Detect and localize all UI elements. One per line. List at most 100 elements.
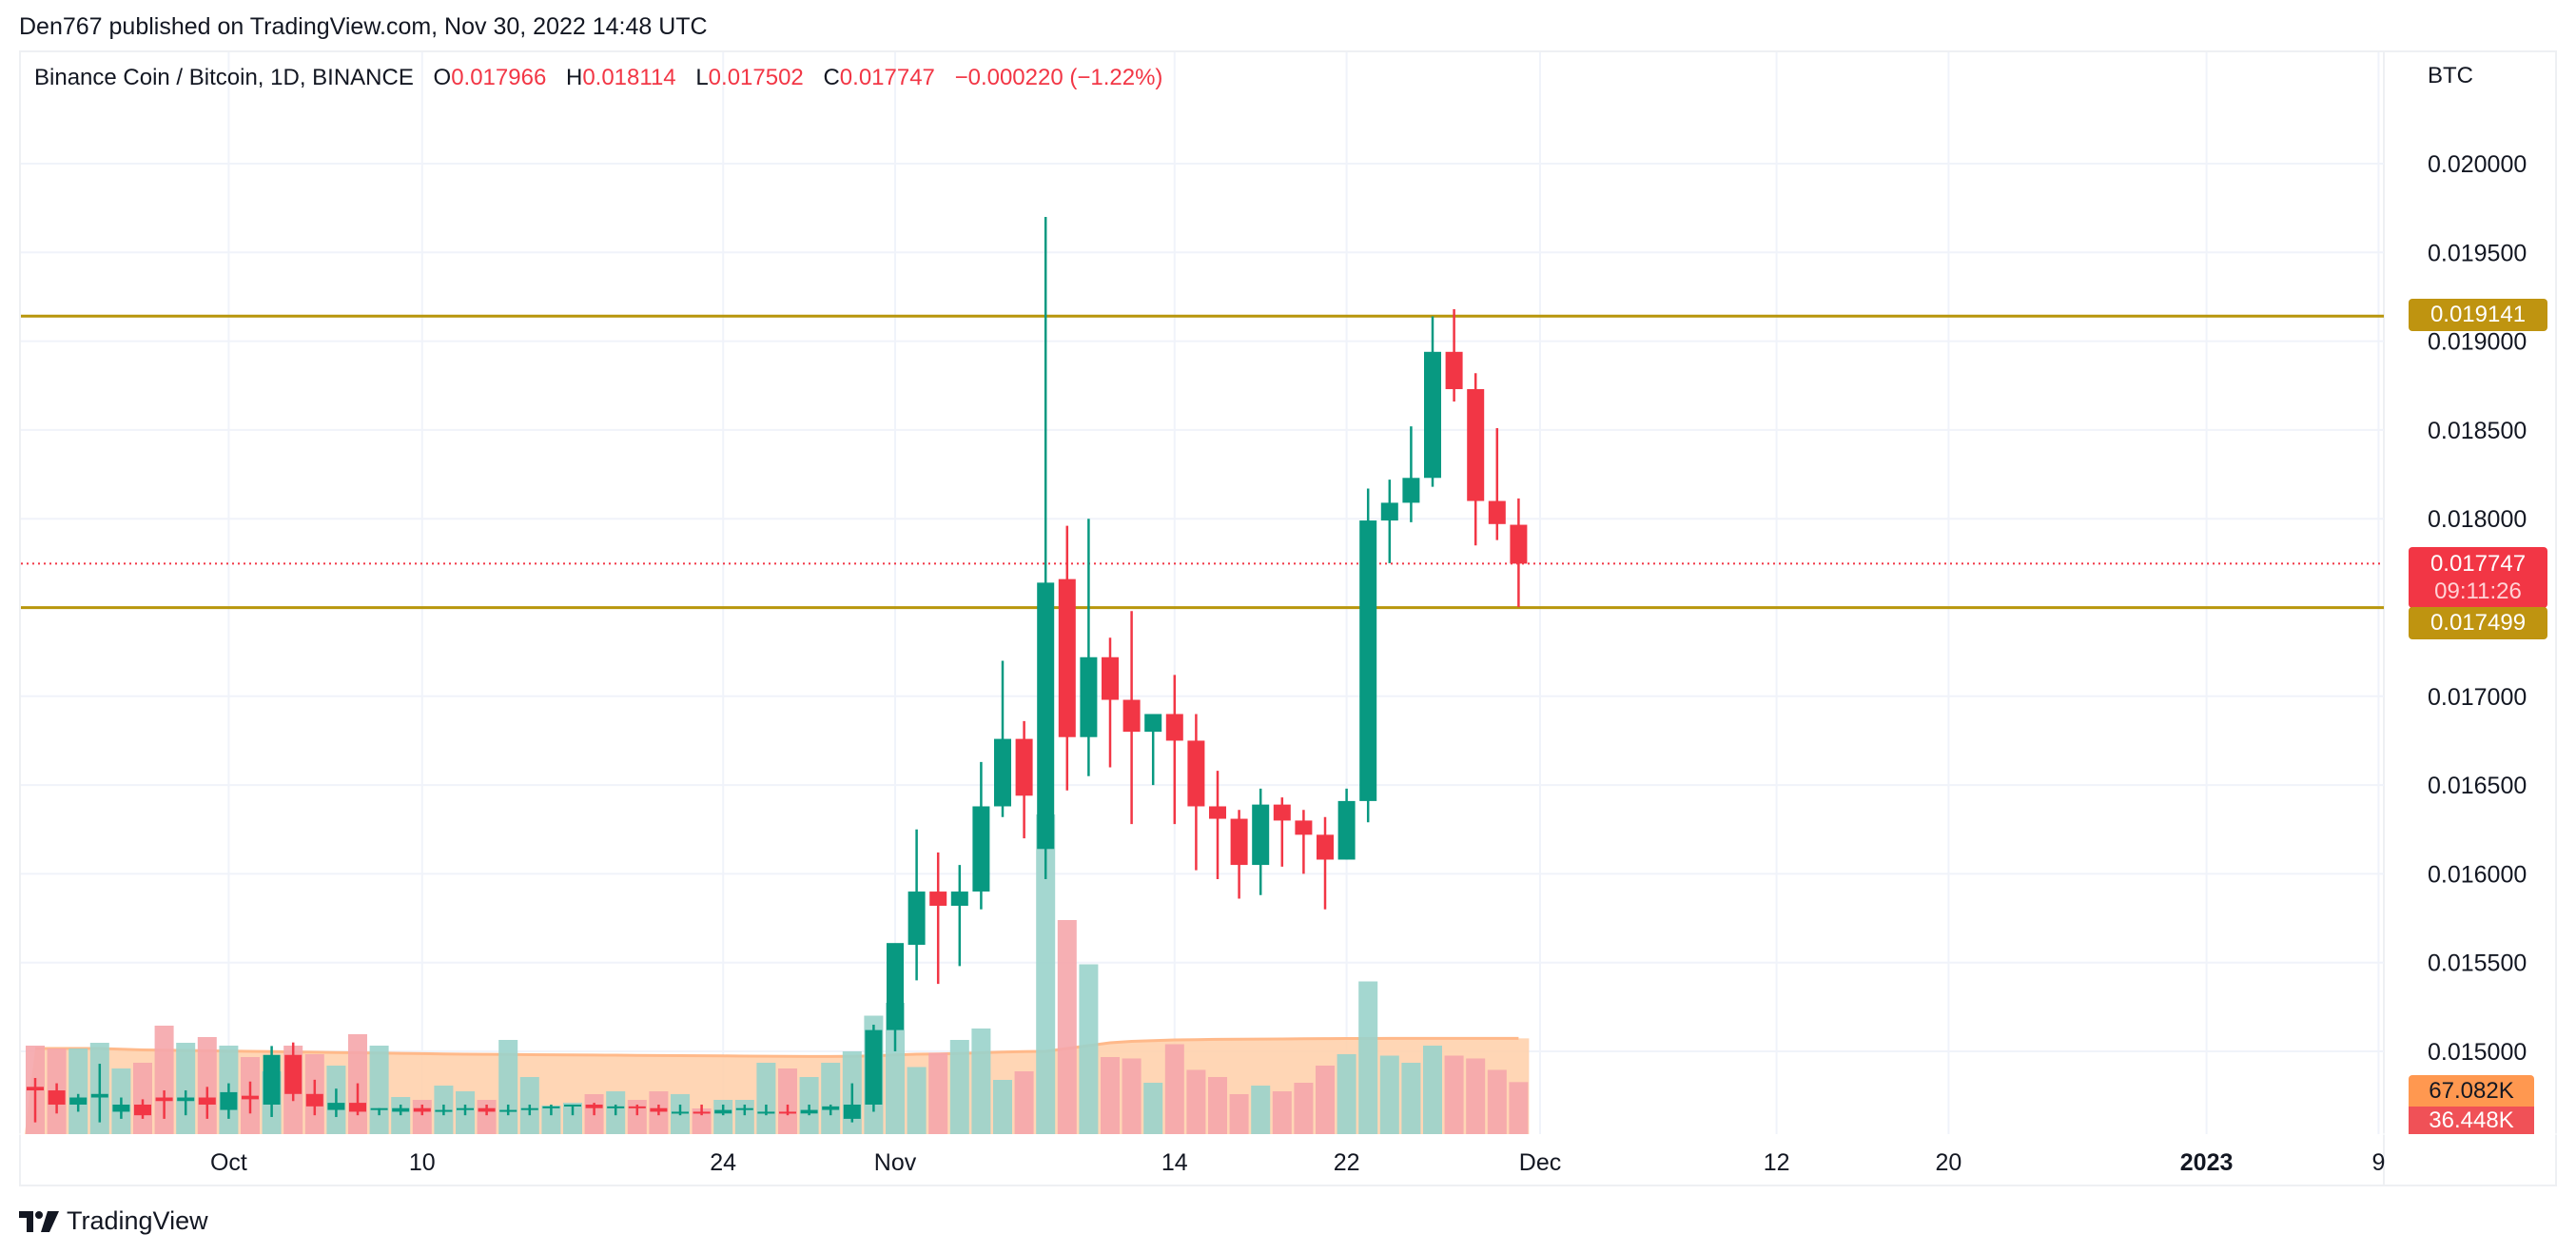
- candle-body: [542, 1106, 560, 1108]
- candle-body: [865, 1029, 883, 1105]
- price-axis-label: 0.019000: [2428, 329, 2527, 356]
- resistance-price-tag: 0.019141: [2409, 299, 2547, 331]
- candle-body: [1187, 740, 1205, 807]
- candle-body: [327, 1103, 345, 1110]
- volume-bar: [1101, 1057, 1120, 1134]
- candle-body: [1273, 804, 1291, 821]
- volume-bar: [1036, 814, 1056, 1134]
- volume-bar: [1379, 1055, 1399, 1134]
- high-label: H: [565, 65, 583, 90]
- volume-bar: [498, 1040, 518, 1134]
- price-axis-label: 0.020000: [2428, 151, 2527, 178]
- volume-bar: [1143, 1083, 1163, 1134]
- symbol-title[interactable]: Binance Coin / Bitcoin, 1D, BINANCE: [34, 65, 414, 90]
- volume-bar: [971, 1029, 991, 1134]
- time-axis-label: 10: [409, 1149, 436, 1176]
- candle-body: [887, 943, 904, 1030]
- candle-body: [1015, 738, 1033, 796]
- tradingview-logo[interactable]: TradingView: [19, 1206, 208, 1236]
- candle-body: [1080, 656, 1098, 737]
- price-axis-label: 0.018000: [2428, 506, 2527, 533]
- candle-body: [478, 1107, 496, 1112]
- candle-body: [263, 1054, 281, 1105]
- volume-bar: [154, 1026, 174, 1134]
- volume-bar: [68, 1048, 88, 1134]
- candle-body: [284, 1054, 302, 1094]
- candle-body: [800, 1109, 818, 1114]
- time-axis-label: Oct: [210, 1149, 247, 1176]
- volume-bar: [928, 1052, 948, 1134]
- candle-body: [822, 1106, 840, 1110]
- volume-bar: [1294, 1083, 1314, 1134]
- candle-body: [1424, 351, 1441, 479]
- volume-bar: [1122, 1058, 1142, 1134]
- time-axis-label: 2023: [2180, 1149, 2234, 1176]
- candle-body: [520, 1107, 538, 1110]
- candle-body: [564, 1104, 581, 1107]
- time-axis-label: 14: [1161, 1149, 1188, 1176]
- volume-bar: [713, 1100, 733, 1134]
- candle-body: [693, 1111, 711, 1114]
- volume-bar: [949, 1040, 969, 1134]
- volume-bar: [1337, 1054, 1356, 1134]
- candle-body: [1102, 656, 1119, 700]
- candle-body: [305, 1093, 323, 1107]
- volume-bar: [1466, 1058, 1486, 1134]
- price-axis-label: 0.015000: [2428, 1039, 2527, 1066]
- price-axis-label: 0.015500: [2428, 950, 2527, 977]
- candle-body: [499, 1109, 517, 1112]
- candle-body: [1359, 520, 1377, 801]
- current-price: 0.017747: [2430, 551, 2527, 577]
- volume-bar: [1079, 964, 1099, 1134]
- candle-body: [1380, 502, 1398, 521]
- volume-bar: [1186, 1069, 1206, 1134]
- candle-body: [220, 1091, 238, 1110]
- support-price: 0.017499: [2430, 610, 2527, 636]
- candle-body: [112, 1104, 130, 1112]
- open-value: 0.017966: [451, 65, 547, 90]
- candle-body: [714, 1109, 732, 1114]
- candle-body: [757, 1111, 775, 1114]
- candle-body: [950, 892, 968, 906]
- candle-body: [779, 1111, 796, 1114]
- time-axis-label: 20: [1935, 1149, 1961, 1176]
- candle-body: [177, 1097, 195, 1102]
- price-axis-label: 0.019500: [2428, 240, 2527, 266]
- volume-bar: [692, 1108, 712, 1134]
- volume-bar: [993, 1080, 1012, 1134]
- time-axis-label: 9: [2371, 1149, 2385, 1176]
- volume-ma-tag: 67.082K: [2409, 1075, 2534, 1107]
- candle-body: [435, 1109, 453, 1112]
- volume-bar: [1164, 1044, 1184, 1134]
- candle-body: [735, 1107, 753, 1110]
- candle-body: [1144, 714, 1162, 733]
- candle-body: [1037, 582, 1055, 850]
- candle-body: [650, 1107, 668, 1112]
- volume-bar: [821, 1063, 841, 1134]
- publisher-line: Den767 published on TradingView.com, Nov…: [19, 13, 708, 40]
- candle-body: [198, 1097, 216, 1105]
- candle-body: [155, 1097, 173, 1102]
- close-label: C: [823, 65, 840, 90]
- volume-bar: [541, 1106, 561, 1134]
- volume-bar: [1251, 1086, 1271, 1134]
- plot-area[interactable]: [21, 216, 2384, 1134]
- tradingview-logo-icon: [19, 1210, 59, 1232]
- low-value: 0.017502: [708, 65, 804, 90]
- candle-body: [1317, 834, 1334, 860]
- volume-bar: [1014, 1071, 1034, 1134]
- candle-body: [134, 1104, 151, 1116]
- candle-body: [90, 1093, 108, 1098]
- bar-countdown: 09:11:26: [2434, 578, 2522, 604]
- candle-body: [1467, 388, 1485, 501]
- candle-body: [349, 1103, 366, 1112]
- resistance-price: 0.019141: [2430, 302, 2527, 327]
- price-axis-label: 0.016000: [2428, 861, 2527, 888]
- volume-bar: [1316, 1066, 1335, 1134]
- time-axis-label: 24: [710, 1149, 736, 1176]
- volume-tag: 36.448K: [2409, 1107, 2534, 1134]
- change-value: −0.000220 (−1.22%): [954, 65, 1163, 90]
- volume-bar: [756, 1063, 776, 1134]
- price-axis-label: 0.016500: [2428, 773, 2527, 799]
